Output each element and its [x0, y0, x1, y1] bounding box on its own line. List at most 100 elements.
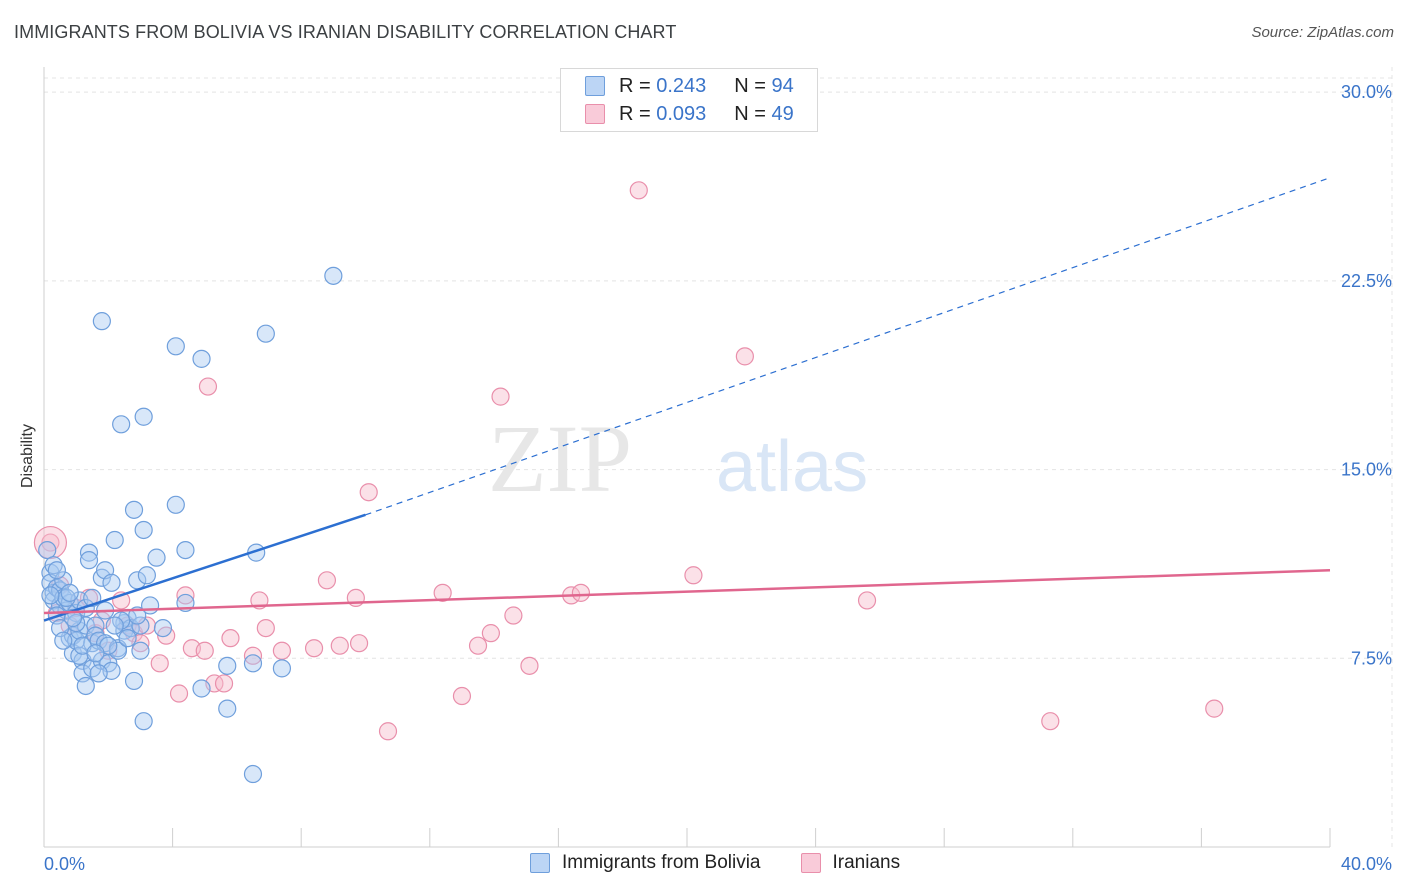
bolivia-point: [176, 540, 195, 560]
bolivia-point: [153, 618, 173, 638]
legend-r-label: R =: [619, 102, 651, 125]
iranians-point: [349, 634, 369, 653]
iranians-point: [198, 377, 218, 396]
iranians-point: [1205, 699, 1224, 718]
iranians-point: [317, 571, 337, 590]
bolivia-point: [134, 407, 153, 426]
legend-swatch-blue: [530, 853, 550, 873]
series-legend: Immigrants from Bolivia Iranians: [530, 852, 940, 874]
iranians-point: [272, 641, 292, 660]
bolivia-trend-extension: [365, 177, 1331, 516]
bolivia-point: [256, 324, 275, 343]
bolivia-point: [147, 548, 166, 567]
iranians-point: [735, 347, 754, 366]
bolivia-point: [63, 608, 83, 628]
axes: [43, 67, 1331, 848]
legend-item-bolivia: Immigrants from Bolivia: [530, 852, 761, 874]
watermark-atlas: atlas: [716, 427, 868, 507]
x-tick-label: 40.0%: [1341, 854, 1392, 874]
bolivia-point: [272, 659, 292, 678]
bolivia-point: [92, 312, 111, 331]
gridlines: [44, 67, 1393, 847]
iranians-point: [330, 636, 349, 655]
bolivia-point: [86, 644, 105, 663]
bolivia-point: [218, 699, 237, 718]
bolivia-point: [79, 543, 99, 562]
y-tick-label: 7.5%: [1351, 648, 1392, 668]
bolivia-point: [218, 656, 237, 675]
bolivia-point: [243, 654, 263, 673]
legend-series-name: Iranians: [832, 852, 901, 873]
bolivia-point: [124, 500, 144, 519]
legend-swatch-pink: [800, 853, 821, 873]
legend-r-label: R =: [619, 74, 651, 97]
iranians-point: [359, 483, 378, 502]
iranians-point: [150, 654, 169, 673]
source-label: Source: ZipAtlas.com: [1251, 24, 1394, 41]
bolivia-point: [41, 586, 60, 605]
bolivia-point: [76, 676, 95, 696]
bolivia-point: [118, 629, 137, 648]
legend-r-value: 0.243: [656, 74, 707, 97]
bolivia-point: [105, 530, 124, 550]
bolivia-point: [86, 616, 105, 635]
watermark: ZIP atlas: [488, 405, 868, 512]
bolivia-point: [102, 573, 121, 592]
bolivia-point: [166, 495, 185, 514]
iranians-point: [468, 636, 488, 655]
watermark-zip: ZIP: [488, 405, 632, 512]
bolivia-point: [243, 764, 263, 784]
legend-n-value: 49: [771, 102, 794, 125]
trend-lines: [43, 177, 1331, 622]
legend-row-bolivia: R = 0.243 N = 94: [585, 73, 794, 99]
iranians-point: [1041, 712, 1060, 731]
bolivia-point: [105, 616, 124, 635]
legend-n-value: 94: [771, 74, 794, 97]
bolivia-point: [324, 266, 343, 285]
iranians-trend-line: [43, 568, 1331, 615]
legend-swatch-pink: [585, 104, 605, 124]
chart-title: IMMIGRANTS FROM BOLIVIA VS IRANIAN DISAB…: [14, 22, 677, 42]
y-tick-label: 15.0%: [1341, 460, 1392, 480]
iranians-point: [195, 641, 214, 660]
iranians-point: [169, 684, 189, 703]
bolivia-point: [134, 712, 153, 731]
bolivia-point: [166, 337, 185, 356]
legend-item-iranians: Iranians: [800, 852, 901, 874]
bolivia-point: [86, 626, 105, 645]
iranians-point: [629, 181, 648, 200]
iranians-point: [214, 674, 234, 693]
bolivia-trend-line: [43, 513, 366, 622]
iranians-point: [256, 618, 275, 638]
bolivia-point: [112, 415, 131, 434]
iranians-point: [520, 656, 539, 675]
iranians-point: [304, 639, 324, 658]
iranians-point: [176, 586, 195, 605]
bolivia-point: [192, 349, 211, 368]
iranians-point: [684, 566, 703, 585]
bolivia-points: [38, 266, 343, 784]
iranians-point: [378, 722, 398, 741]
iranians-point: [433, 583, 452, 602]
bolivia-point: [192, 679, 211, 698]
iranians-point: [481, 624, 500, 643]
iranians-point: [571, 583, 591, 602]
iranians-point: [243, 646, 263, 665]
bolivia-point: [79, 551, 99, 570]
iranians-point: [857, 591, 877, 610]
y-tick-label: 22.5%: [1341, 271, 1392, 291]
legend-row-iranians: R = 0.093 N = 49: [585, 101, 794, 127]
bolivia-point: [54, 631, 73, 650]
legend-swatch-blue: [585, 76, 605, 96]
x-tick-label: 0.0%: [44, 854, 85, 874]
iranians-point: [491, 387, 510, 406]
bolivia-point: [108, 641, 128, 660]
bolivia-point: [124, 671, 144, 691]
bolivia-point: [47, 561, 66, 580]
tick-labels: 7.5% 15.0% 22.5% 30.0% 0.0% 40.0%: [44, 82, 1392, 874]
y-tick-label: 30.0%: [1341, 82, 1392, 102]
bolivia-point: [38, 540, 57, 560]
legend-n-label: N =: [734, 74, 766, 97]
legend-n-label: N =: [734, 102, 766, 125]
iranians-point: [221, 629, 240, 648]
